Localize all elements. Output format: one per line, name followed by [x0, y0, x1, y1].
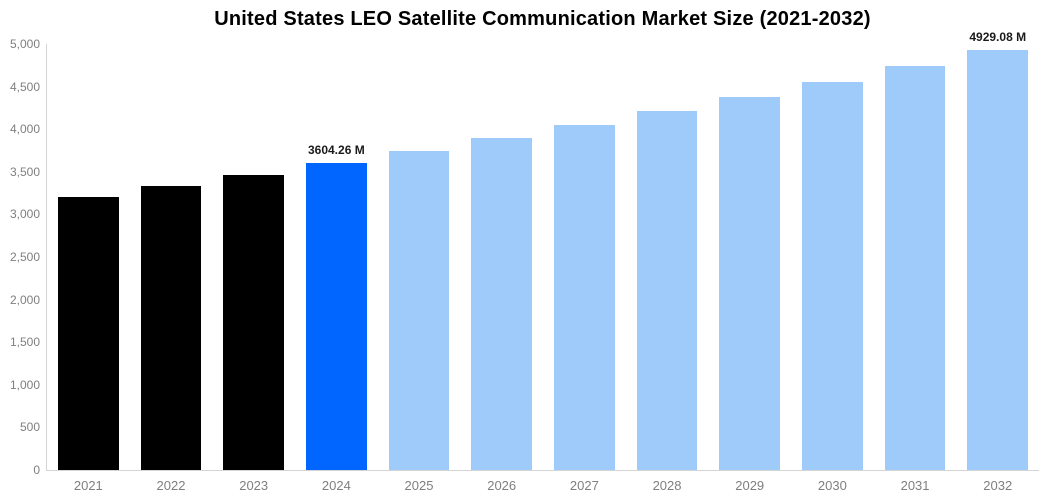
- bar-value-label-2032: 4929.08 M: [969, 30, 1027, 45]
- x-tick-label-2026: 2026: [487, 478, 517, 493]
- bar-group-2021: 2021: [47, 44, 130, 493]
- bar-group-2024: 3604.26 M 2024: [295, 44, 378, 493]
- x-tick-label-2023: 2023: [239, 478, 269, 493]
- y-tick-label: 2,000: [9, 292, 40, 307]
- bar-2026: [471, 137, 533, 470]
- bar-2032: 4929.08 M: [967, 30, 1029, 470]
- x-tick-label-2028: 2028: [652, 478, 682, 493]
- y-tick-label: 2,500: [9, 250, 40, 264]
- bar-2028: [636, 110, 698, 470]
- bar-value-label-2024: 3604.26 M: [307, 142, 365, 157]
- bar-group-2031: 2031: [874, 44, 957, 493]
- bar-group-2022: 2022: [130, 44, 213, 493]
- bar-2031: [884, 66, 946, 470]
- y-tick-label: 1,000: [9, 377, 40, 392]
- y-tick-label: 3,500: [9, 164, 40, 179]
- x-tick-label-2022: 2022: [156, 478, 186, 493]
- x-tick-label-2031: 2031: [900, 478, 930, 493]
- bar-2025: [388, 150, 450, 470]
- x-tick-label-2025: 2025: [404, 478, 434, 493]
- bar-group-2027: 2027: [543, 44, 626, 493]
- bar-group-2029: 2029: [708, 44, 791, 493]
- bar-2022: [140, 186, 202, 470]
- bar-2029: [719, 96, 781, 470]
- y-tick-label: 4,000: [9, 122, 40, 137]
- x-tick-label-2021: 2021: [73, 478, 103, 493]
- bar-2021: [57, 196, 119, 470]
- bar-2024: 3604.26 M: [305, 143, 367, 470]
- bar-2027: [553, 124, 615, 470]
- y-tick-label: 4,500: [9, 79, 40, 94]
- y-tick-label: 3,000: [9, 207, 40, 222]
- plot-area: 2021 2022 2023 3604.26 M 2024 2025 2026 2027 202…: [46, 30, 1039, 493]
- bar-group-2032: 4929.08 M 2032: [956, 30, 1039, 493]
- chart-title: United States LEO Satellite Communicatio…: [214, 8, 871, 30]
- bar-group-2026: 2026: [460, 44, 543, 493]
- y-tick-label: 0: [33, 463, 40, 477]
- x-tick-label-2032: 2032: [983, 478, 1013, 493]
- bar-2030: [802, 81, 863, 470]
- bar-group-2023: 2023: [212, 44, 295, 493]
- x-tick-label-2029: 2029: [735, 478, 765, 493]
- y-tick-label: 500: [19, 420, 40, 435]
- x-tick-label-2030: 2030: [817, 478, 847, 493]
- bar-2023: [223, 174, 285, 470]
- y-axis: 0 500 1,000 1,500 2,000 2,500 3,000 3,500 4,000 4…: [0, 37, 40, 477]
- y-tick-label: 1,500: [9, 335, 40, 350]
- bar-group-2030: 2030: [791, 44, 874, 493]
- bar-group-2028: 2028: [626, 44, 709, 493]
- x-tick-label-2024: 2024: [321, 478, 351, 493]
- y-tick-label: 5,000: [9, 37, 40, 51]
- bar-group-2025: 2025: [378, 44, 461, 493]
- x-tick-label-2027: 2027: [569, 478, 599, 493]
